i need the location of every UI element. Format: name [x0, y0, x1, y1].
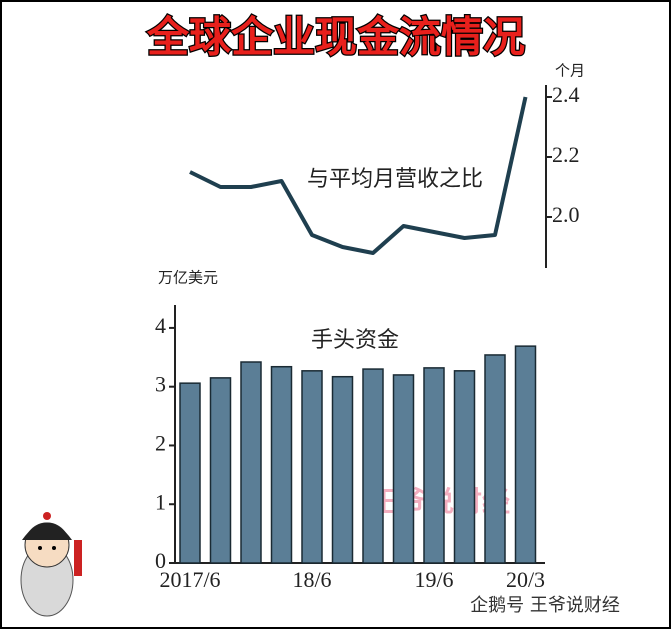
bar — [209, 377, 232, 564]
source: 企鹅号 王爷说财经 — [470, 595, 620, 616]
bar — [301, 370, 323, 564]
y-tick-label: 1 — [155, 489, 166, 514]
y-tick-label: 2.2 — [552, 142, 580, 167]
x-tick-label: 19/6 — [414, 567, 453, 592]
bar — [484, 354, 506, 564]
y-tick-label: 2.4 — [552, 82, 580, 107]
line — [189, 96, 528, 255]
y-tick-label: 0 — [155, 548, 166, 573]
bar — [392, 374, 415, 564]
bar — [179, 382, 201, 564]
x-tick-label: 18/6 — [292, 567, 331, 592]
y-unit: 万亿美元 — [158, 269, 218, 287]
bar — [240, 361, 262, 564]
annotation: 与平均月营收之比 — [307, 167, 483, 192]
page-title: 全球企业现金流情况 — [146, 13, 525, 62]
bar — [453, 370, 476, 564]
bar — [423, 367, 445, 564]
bar — [331, 375, 354, 564]
annotation: 手头资金 — [311, 328, 399, 353]
y-unit: 个月 — [555, 62, 585, 80]
y-tick-label: 2 — [155, 431, 166, 456]
y-tick-label: 3 — [155, 372, 166, 397]
bar — [362, 368, 384, 564]
bar — [270, 365, 293, 564]
y-tick-label: 4 — [155, 313, 166, 338]
bar — [514, 345, 537, 564]
x-tick-label: 20/3 — [506, 567, 545, 592]
mascot — [20, 512, 82, 617]
y-tick-label: 2.0 — [552, 202, 580, 227]
x-tick-label: 2017/6 — [159, 567, 220, 592]
